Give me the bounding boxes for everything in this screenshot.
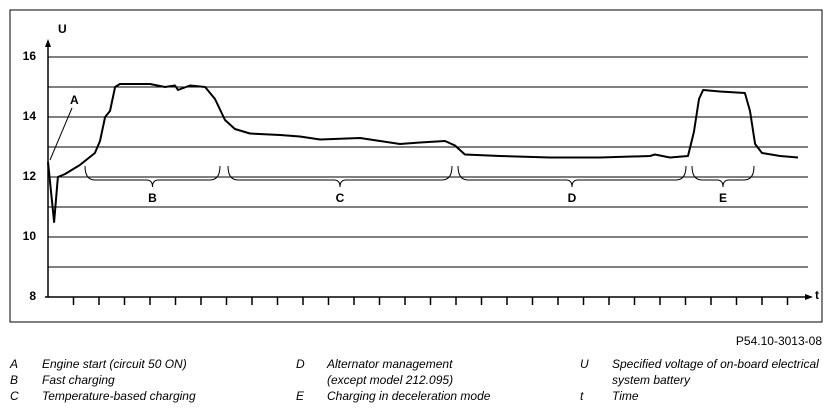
annotation-label: A xyxy=(70,93,79,107)
legend-text: Engine start (circuit 50 ON) xyxy=(42,357,187,371)
legend-text: Fast charging xyxy=(42,373,115,387)
legend-key: E xyxy=(296,389,305,403)
y-tick-label: 12 xyxy=(23,169,37,183)
annotation-label: C xyxy=(336,191,345,205)
y-tick-label: 8 xyxy=(29,289,36,303)
legend-text: Specified voltage of on-board electrical xyxy=(612,357,819,371)
y-axis-label: U xyxy=(58,22,67,36)
legend-text: Temperature-based charging xyxy=(42,389,196,403)
legend-text: Alternator management xyxy=(326,357,453,371)
brace xyxy=(457,165,687,188)
y-tick-label: 14 xyxy=(23,109,37,123)
legend-text: system battery xyxy=(612,373,691,387)
annotation-label: D xyxy=(568,191,577,205)
figure-code: P54.10-3013-08 xyxy=(736,334,822,348)
legend-text: Time xyxy=(612,389,639,403)
y-tick-label: 10 xyxy=(23,229,37,243)
legend-key: B xyxy=(10,373,18,387)
annotation-label: E xyxy=(719,191,727,205)
y-axis-arrow xyxy=(45,39,51,47)
legend-key: C xyxy=(10,389,19,403)
brace xyxy=(227,165,453,188)
frame xyxy=(9,9,823,323)
legend-text: (except model 212.095) xyxy=(327,373,453,387)
y-tick-label: 16 xyxy=(23,49,37,63)
x-axis-label: t xyxy=(815,288,819,302)
legend-key: t xyxy=(580,389,584,403)
legend-key: D xyxy=(296,357,305,371)
annotation-label: B xyxy=(148,191,157,205)
brace xyxy=(84,165,221,188)
legend-key: A xyxy=(9,357,18,371)
pointer xyxy=(49,107,73,161)
brace xyxy=(691,165,755,188)
legend-key: U xyxy=(580,357,589,371)
legend-text: Charging in deceleration mode xyxy=(327,389,491,403)
voltage-line xyxy=(47,83,799,223)
x-axis-arrow xyxy=(805,294,813,300)
